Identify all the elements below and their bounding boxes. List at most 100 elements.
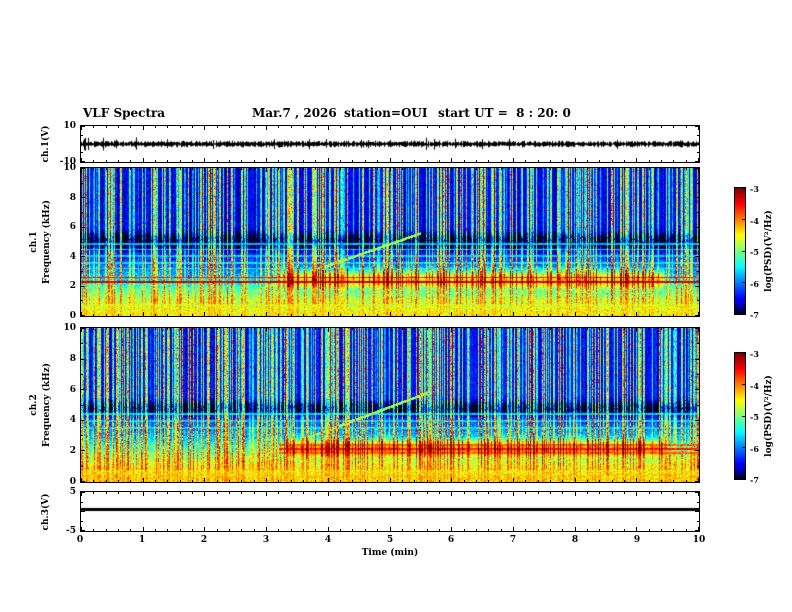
tick-mark bbox=[254, 328, 255, 330]
tick-mark bbox=[81, 374, 83, 375]
tick-mark bbox=[315, 529, 316, 531]
tick-mark bbox=[365, 328, 366, 330]
tick-mark bbox=[315, 126, 316, 128]
tick-mark bbox=[439, 492, 440, 494]
y-tick-label: 8 bbox=[69, 354, 76, 364]
tick-mark bbox=[695, 197, 699, 198]
tick-mark bbox=[488, 492, 489, 494]
tick-mark bbox=[180, 168, 181, 170]
tick-mark bbox=[106, 328, 107, 330]
tick-mark bbox=[241, 168, 242, 170]
tick-mark bbox=[661, 529, 662, 531]
tick-mark bbox=[266, 478, 267, 482]
y-tick-label: 4 bbox=[69, 415, 76, 425]
tick-mark bbox=[451, 478, 452, 482]
tick-mark bbox=[81, 530, 85, 531]
tick-mark bbox=[661, 126, 662, 128]
tick-mark bbox=[390, 126, 391, 130]
plot-date: Mar.7 , 2026 bbox=[252, 106, 337, 120]
colorbar-tick-label: -3 bbox=[750, 349, 759, 359]
ch1-channel-label: ch.1 bbox=[29, 231, 39, 253]
tick-mark bbox=[143, 478, 144, 482]
tick-mark bbox=[352, 480, 353, 482]
tick-mark bbox=[254, 492, 255, 494]
tick-mark bbox=[673, 529, 674, 531]
tick-mark bbox=[217, 529, 218, 531]
tick-mark bbox=[513, 492, 514, 496]
tick-mark bbox=[697, 521, 699, 522]
tick-mark bbox=[624, 126, 625, 128]
ch1-colorbar bbox=[734, 187, 746, 315]
tick-mark bbox=[217, 160, 218, 162]
tick-mark bbox=[241, 529, 242, 531]
tick-mark bbox=[81, 161, 85, 162]
tick-mark bbox=[686, 480, 687, 482]
tick-mark bbox=[575, 168, 576, 172]
x-tick-label: 2 bbox=[200, 535, 208, 545]
tick-mark bbox=[303, 160, 304, 162]
tick-mark bbox=[106, 314, 107, 316]
tick-mark bbox=[538, 480, 539, 482]
tick-mark bbox=[204, 328, 205, 332]
tick-mark bbox=[315, 168, 316, 170]
tick-mark bbox=[217, 168, 218, 170]
colorbar-tick-mark bbox=[742, 353, 745, 354]
tick-mark bbox=[365, 529, 366, 531]
tick-mark bbox=[328, 126, 329, 130]
tick-mark bbox=[377, 529, 378, 531]
tick-mark bbox=[695, 256, 699, 257]
tick-mark bbox=[695, 389, 699, 390]
tick-mark bbox=[673, 492, 674, 494]
tick-mark bbox=[414, 480, 415, 482]
tick-mark bbox=[229, 314, 230, 316]
tick-mark bbox=[93, 160, 94, 162]
tick-mark bbox=[352, 529, 353, 531]
ch2-frequency-axis-label: Frequency (kHz) bbox=[42, 362, 52, 448]
tick-mark bbox=[155, 480, 156, 482]
tick-mark bbox=[291, 126, 292, 128]
tick-mark bbox=[118, 160, 119, 162]
plot-station: station=OUI bbox=[344, 106, 428, 120]
tick-mark bbox=[340, 160, 341, 162]
tick-mark bbox=[328, 478, 329, 482]
tick-mark bbox=[550, 492, 551, 494]
tick-mark bbox=[612, 328, 613, 330]
x-tick-label: 1 bbox=[138, 535, 146, 545]
tick-mark bbox=[673, 314, 674, 316]
colorbar-tick-label: -5 bbox=[750, 247, 759, 257]
tick-mark bbox=[278, 314, 279, 316]
tick-mark bbox=[377, 480, 378, 482]
tick-mark bbox=[291, 314, 292, 316]
tick-mark bbox=[427, 126, 428, 128]
tick-mark bbox=[464, 328, 465, 330]
tick-mark bbox=[303, 168, 304, 170]
tick-mark bbox=[291, 160, 292, 162]
tick-mark bbox=[130, 160, 131, 162]
tick-mark bbox=[636, 492, 637, 496]
tick-mark bbox=[636, 126, 637, 130]
tick-mark bbox=[155, 160, 156, 162]
tick-mark bbox=[377, 168, 378, 170]
y-tick-label: 2 bbox=[69, 446, 76, 456]
tick-mark bbox=[661, 168, 662, 170]
tick-mark bbox=[81, 328, 82, 332]
tick-mark bbox=[167, 328, 168, 330]
tick-mark bbox=[229, 168, 230, 170]
tick-mark bbox=[599, 328, 600, 330]
tick-mark bbox=[278, 126, 279, 128]
ch2-channel-label: ch.2 bbox=[29, 394, 39, 416]
tick-mark bbox=[697, 183, 699, 184]
tick-mark bbox=[513, 478, 514, 482]
tick-mark bbox=[402, 328, 403, 330]
ch2-spectrogram-canvas bbox=[81, 328, 699, 482]
tick-mark bbox=[81, 420, 85, 421]
tick-mark bbox=[673, 126, 674, 128]
tick-mark bbox=[661, 314, 662, 316]
tick-mark bbox=[599, 160, 600, 162]
tick-mark bbox=[673, 328, 674, 330]
tick-mark bbox=[143, 312, 144, 316]
tick-mark bbox=[143, 168, 144, 172]
x-tick-label: 7 bbox=[509, 535, 517, 545]
tick-mark bbox=[352, 160, 353, 162]
